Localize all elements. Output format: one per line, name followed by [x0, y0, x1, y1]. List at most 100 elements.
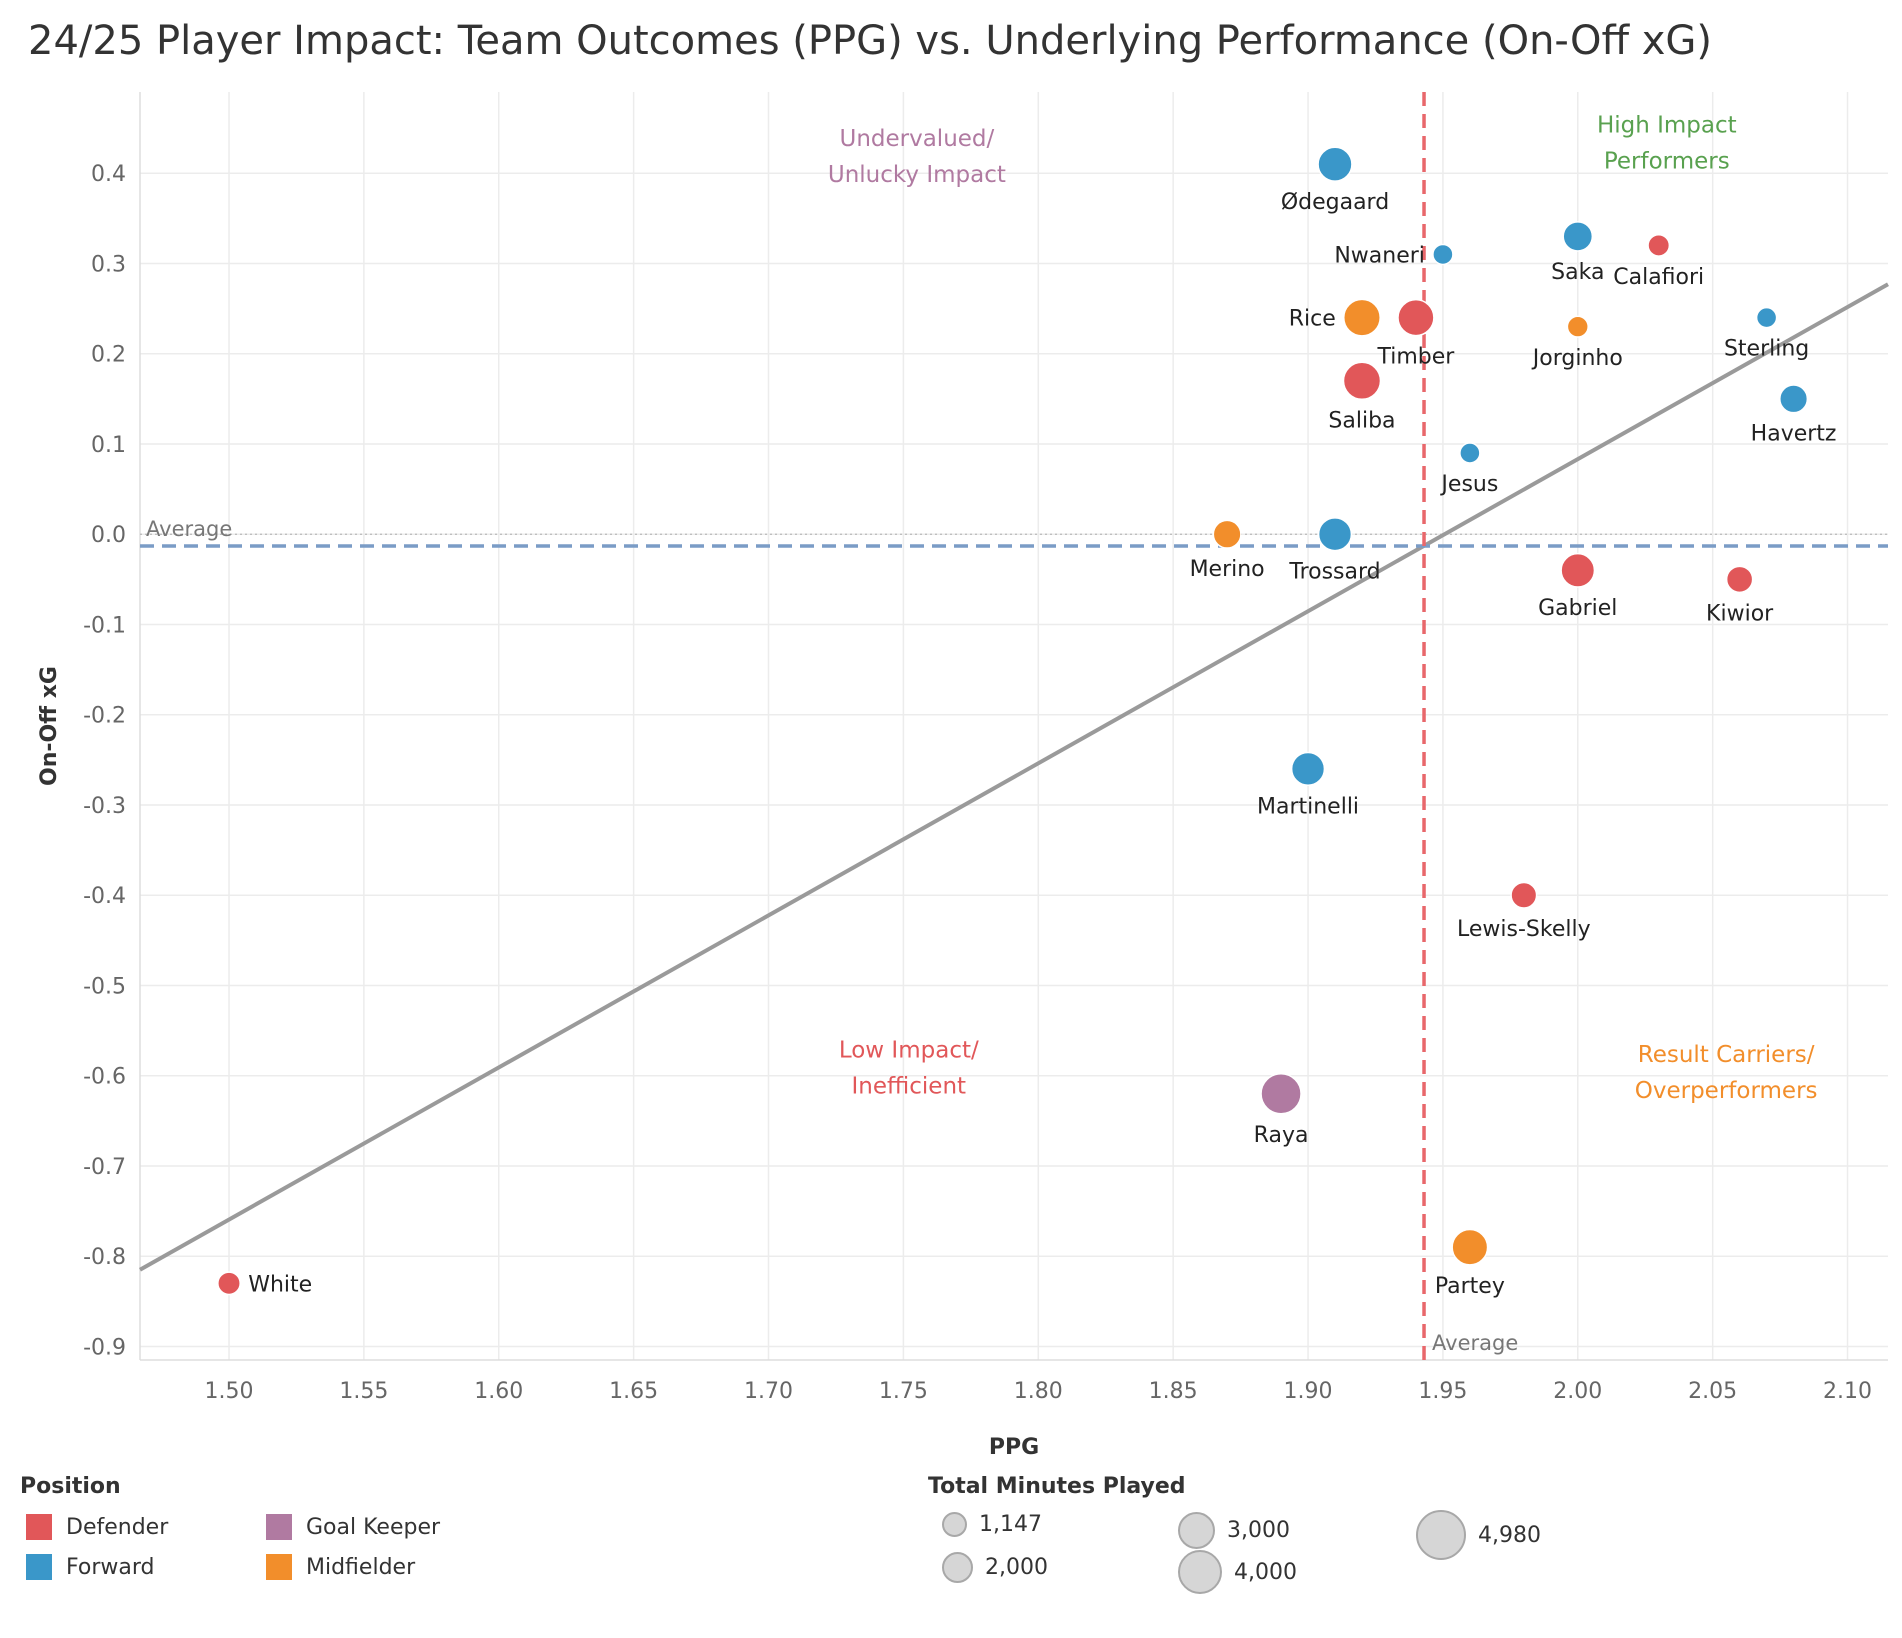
y-tick-label: -0.3	[83, 794, 126, 819]
x-tick-label: 1.55	[339, 1379, 388, 1404]
data-point[interactable]	[1397, 298, 1435, 337]
point-label: Kiwior	[1706, 601, 1774, 626]
x-tick-label: 2.10	[1823, 1379, 1872, 1404]
data-point[interactable]	[1451, 1228, 1489, 1266]
quadrant-label: High Impact Performers	[1597, 113, 1737, 175]
data-point[interactable]	[1342, 361, 1382, 401]
point-label: Merino	[1190, 557, 1265, 582]
average-x-label: Average	[1432, 1331, 1518, 1355]
x-tick-label: 1.60	[474, 1379, 523, 1404]
size-circle	[942, 1552, 973, 1583]
quadrant-label-line: Result Carriers/	[1638, 1042, 1815, 1068]
point-label: Ødegaard	[1281, 190, 1389, 215]
trend-line	[139, 282, 1889, 1272]
data-point[interactable]	[1290, 751, 1326, 787]
y-axis: 0.4 0.3 0.2 0.1 0.0 -0.1 -0.2 -0.3 -0.4 -0.5 -0.6 -…	[37, 92, 141, 1360]
y-tick-label: -0.5	[83, 974, 126, 999]
point-label: Sterling	[1724, 337, 1809, 362]
size-legend-item: 4,980	[1416, 1510, 1541, 1560]
point-label: Jorginho	[1531, 346, 1623, 371]
y-tick-label: -0.7	[83, 1155, 126, 1180]
point-label: Saliba	[1328, 408, 1395, 433]
data-point[interactable]	[1779, 384, 1809, 414]
point-label: Partey	[1435, 1274, 1505, 1299]
x-tick-label: 1.75	[879, 1379, 928, 1404]
x-tick-label: 1.50	[205, 1379, 254, 1404]
data-point[interactable]	[1317, 517, 1353, 552]
forward-swatch	[26, 1554, 52, 1580]
quadrant-label: Result Carriers/Overperformers	[1635, 1042, 1818, 1104]
point-label: Calafiori	[1613, 265, 1704, 290]
y-tick-label: 0.2	[91, 343, 126, 368]
average-y-label: Average	[146, 517, 232, 541]
legend-label: Midfielder	[306, 1554, 416, 1580]
data-point[interactable]	[1510, 881, 1538, 909]
point-labels: Ødegaard Nwaneri Saka Calafiori Rice Timber Jo…	[248, 190, 1836, 1299]
size-label: 4,980	[1478, 1522, 1541, 1548]
size-legend-item: 3,000	[1178, 1512, 1290, 1549]
midfielder-swatch	[266, 1554, 292, 1580]
data-point[interactable]	[1459, 442, 1481, 464]
quadrant-label: Undervalued/Unlucky Impact	[828, 126, 1006, 188]
legend-item-forward[interactable]: Forward	[26, 1554, 154, 1580]
quadrant-label: Low Impact/Inefficient	[839, 1038, 979, 1100]
y-tick-label: 0.4	[91, 162, 126, 187]
data-point[interactable]	[1432, 243, 1454, 266]
defender-swatch	[26, 1514, 52, 1540]
point-label: Timber	[1377, 345, 1456, 370]
data-point[interactable]	[1317, 146, 1353, 182]
quadrant-label-line: Overperformers	[1635, 1078, 1818, 1104]
size-circle	[1416, 1510, 1466, 1560]
quadrant-label-line: High Impact	[1597, 113, 1737, 139]
x-axis-title: PPG	[989, 1435, 1039, 1460]
x-tick-label: 1.95	[1418, 1379, 1467, 1404]
point-label: Saka	[1551, 260, 1604, 285]
size-circle	[942, 1512, 967, 1537]
y-tick-label: -0.1	[83, 613, 126, 638]
data-point[interactable]	[1755, 306, 1778, 329]
point-label: Martinelli	[1257, 794, 1359, 819]
size-legend-item: 4,000	[1178, 1550, 1297, 1594]
size-label: 3,000	[1227, 1518, 1290, 1543]
point-label: Rice	[1289, 307, 1336, 332]
y-tick-label: -0.8	[83, 1245, 126, 1270]
x-tick-label: 2.00	[1553, 1379, 1602, 1404]
data-point[interactable]	[1260, 1073, 1302, 1115]
legend-item-goal-keeper[interactable]: Goal Keeper	[266, 1514, 440, 1540]
data-point[interactable]	[1566, 315, 1589, 338]
legend-size-title: Total Minutes Played	[928, 1474, 1186, 1499]
size-circle	[1178, 1550, 1222, 1594]
data-point[interactable]	[1560, 552, 1596, 588]
y-tick-label: -0.6	[83, 1065, 126, 1090]
point-label: Gabriel	[1538, 596, 1617, 621]
x-axis: 1.50 1.55 1.60 1.65 1.70 1.75 1.80 1.85 1.90 1.95…	[140, 1359, 1888, 1460]
quadrant-labels: Undervalued/Unlucky Impact High Impact Per…	[828, 113, 1818, 1105]
chart-title: 24/25 Player Impact: Team Outcomes (PPG)…	[28, 18, 1713, 64]
data-point[interactable]	[1343, 298, 1381, 337]
legend-label: Goal Keeper	[306, 1514, 441, 1540]
legend-item-midfielder[interactable]: Midfielder	[266, 1554, 415, 1580]
data-point[interactable]	[1725, 565, 1754, 594]
x-tick-label: 1.90	[1284, 1379, 1333, 1404]
quadrant-label-line: Performers	[1604, 149, 1730, 175]
quadrant-label-line: Inefficient	[852, 1074, 967, 1100]
data-point[interactable]	[217, 1271, 241, 1296]
size-label: 2,000	[985, 1555, 1048, 1580]
point-label: Jesus	[1439, 472, 1498, 497]
data-point[interactable]	[1562, 221, 1594, 252]
data-point[interactable]	[1212, 519, 1242, 549]
data-point[interactable]	[1647, 234, 1671, 257]
data-points	[217, 146, 1809, 1296]
legend-item-defender[interactable]: Defender	[26, 1514, 168, 1540]
quadrant-label-line: Unlucky Impact	[828, 162, 1006, 188]
x-tick-label: 1.70	[744, 1379, 793, 1404]
gridlines	[140, 92, 1888, 1360]
point-label: White	[248, 1272, 312, 1297]
point-label: Raya	[1254, 1123, 1309, 1148]
size-label: 1,147	[979, 1512, 1042, 1537]
y-tick-label: 0.0	[91, 523, 126, 548]
y-tick-label: -0.9	[83, 1335, 126, 1360]
reference-lines: Average Average	[139, 92, 1889, 1360]
size-label: 4,000	[1234, 1559, 1297, 1585]
